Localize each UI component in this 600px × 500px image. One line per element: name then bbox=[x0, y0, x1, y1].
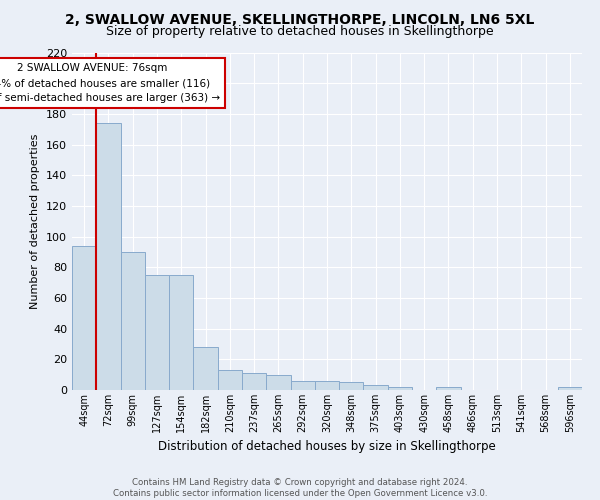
Bar bbox=[436, 387, 461, 390]
Bar bbox=[96, 123, 121, 390]
Bar bbox=[121, 252, 145, 390]
Bar bbox=[193, 347, 218, 390]
X-axis label: Distribution of detached houses by size in Skellingthorpe: Distribution of detached houses by size … bbox=[158, 440, 496, 454]
Y-axis label: Number of detached properties: Number of detached properties bbox=[31, 134, 40, 309]
Bar bbox=[339, 382, 364, 390]
Bar bbox=[145, 275, 169, 390]
Bar bbox=[558, 387, 582, 390]
Bar bbox=[364, 386, 388, 390]
Text: 2, SWALLOW AVENUE, SKELLINGTHORPE, LINCOLN, LN6 5XL: 2, SWALLOW AVENUE, SKELLINGTHORPE, LINCO… bbox=[65, 12, 535, 26]
Bar bbox=[169, 275, 193, 390]
Bar bbox=[242, 373, 266, 390]
Text: 2 SWALLOW AVENUE: 76sqm
← 24% of detached houses are smaller (116)
74% of semi-d: 2 SWALLOW AVENUE: 76sqm ← 24% of detache… bbox=[0, 63, 220, 103]
Bar bbox=[290, 381, 315, 390]
Text: Size of property relative to detached houses in Skellingthorpe: Size of property relative to detached ho… bbox=[106, 25, 494, 38]
Bar bbox=[72, 246, 96, 390]
Bar bbox=[218, 370, 242, 390]
Bar bbox=[266, 374, 290, 390]
Bar bbox=[388, 387, 412, 390]
Text: Contains HM Land Registry data © Crown copyright and database right 2024.
Contai: Contains HM Land Registry data © Crown c… bbox=[113, 478, 487, 498]
Bar bbox=[315, 381, 339, 390]
